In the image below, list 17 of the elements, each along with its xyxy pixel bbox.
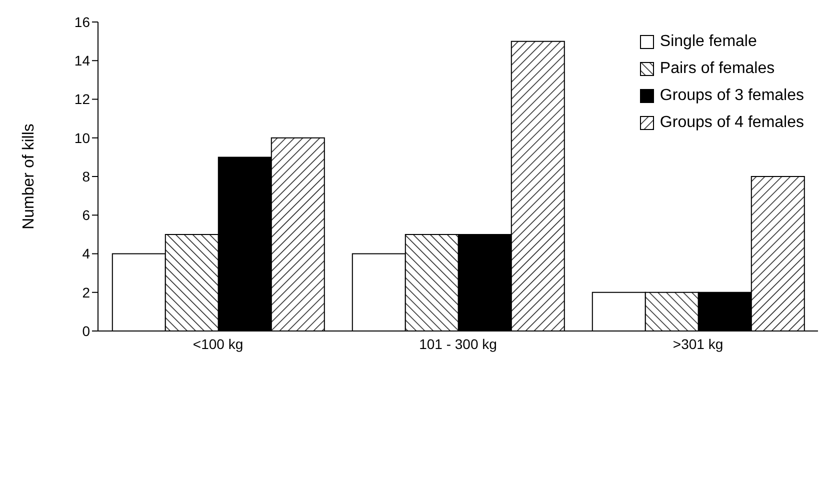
y-tick-label: 16 [74, 14, 90, 30]
y-tick-label: 6 [82, 207, 90, 224]
x-tick-label: >301 kg [672, 336, 724, 352]
y-tick-label: 0 [82, 322, 90, 339]
y-tick-label: 14 [74, 52, 90, 69]
legend-label: Single female [660, 32, 757, 50]
legend-label: Groups of 4 females [660, 114, 804, 132]
legend-label: Groups of 3 females [660, 86, 804, 104]
y-tick-label: 2 [82, 284, 90, 300]
x-tick-label: <100 kg [192, 336, 244, 352]
y-tick-label: 10 [74, 130, 90, 146]
y-tick-label: 4 [82, 246, 90, 262]
x-tick-label: 101 - 300 kg [419, 336, 497, 352]
y-tick-label: 8 [82, 168, 90, 184]
y-tick-label: 12 [74, 91, 90, 108]
legend-label: Pairs of females [660, 60, 775, 78]
y-axis-title: Number of kills [20, 124, 38, 230]
